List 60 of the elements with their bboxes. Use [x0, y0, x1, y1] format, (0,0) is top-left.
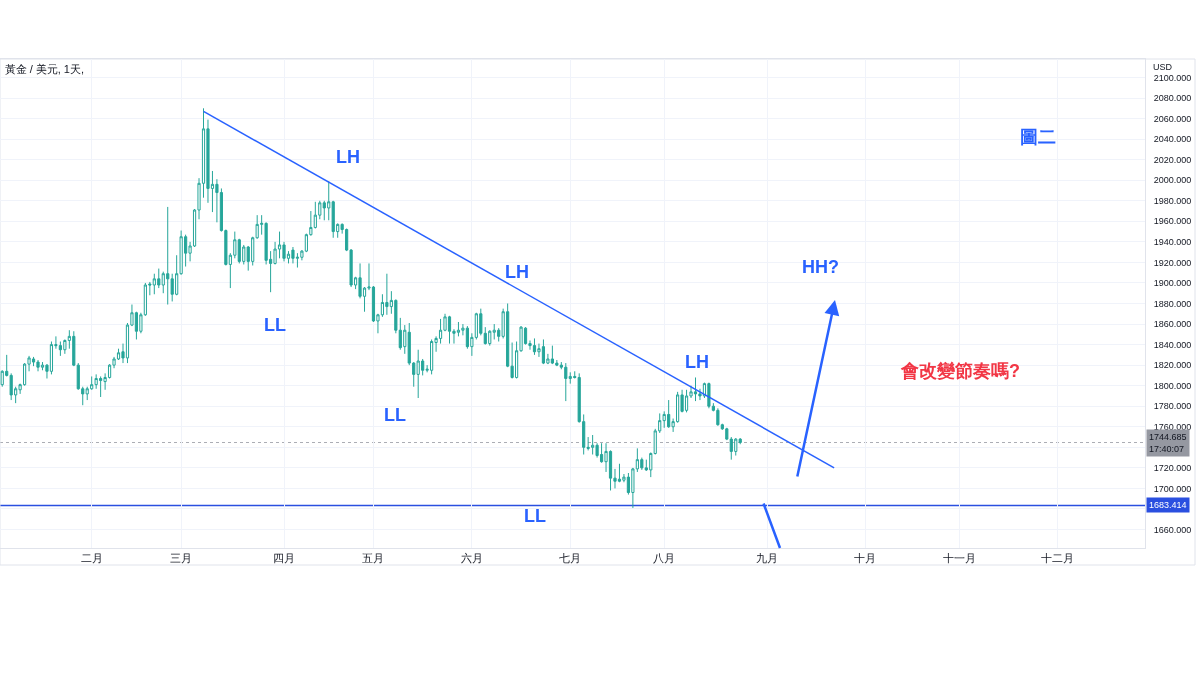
x-tick-label: 五月	[362, 552, 385, 565]
ref-line-label: 1744.685 17:40:07	[1149, 432, 1187, 454]
y-tick-label: 2020.000	[1153, 154, 1192, 165]
x-tick-label: 七月	[559, 552, 582, 565]
y-tick-label: 2000.000	[1153, 175, 1192, 186]
y-tick-label: 1820.000	[1153, 360, 1192, 371]
x-tick-label: 六月	[460, 552, 483, 565]
annotation: LH	[336, 147, 360, 167]
ref-line-label: 1683.414	[1149, 500, 1187, 510]
y-tick-label: 1660.000	[1153, 524, 1192, 535]
candlestick	[684, 389, 689, 413]
y-tick-label: 1700.000	[1153, 483, 1192, 494]
candlestick	[693, 376, 698, 402]
candlestick	[291, 246, 295, 264]
candlestick	[36, 359, 40, 372]
y-tick-label: 2100.000	[1153, 72, 1192, 83]
annotation: LL	[524, 506, 546, 526]
y-tick-label: 1760.000	[1153, 421, 1192, 432]
candlestick	[532, 337, 537, 356]
annotation: 圖二	[1020, 127, 1056, 147]
x-tick-label: 十二月	[1041, 552, 1075, 565]
candlestick	[707, 382, 711, 409]
annotation: LL	[264, 315, 286, 335]
y-tick-label: 2060.000	[1153, 113, 1192, 124]
y-tick-label: 1860.000	[1153, 319, 1192, 330]
candlestick	[564, 362, 568, 402]
candlestick	[447, 315, 452, 345]
candlestick	[166, 206, 170, 306]
y-tick-label: 1980.000	[1153, 195, 1192, 206]
y-tick-label: 2080.000	[1153, 93, 1192, 104]
x-tick-label: 二月	[80, 552, 103, 565]
y-tick-label: 1960.000	[1153, 216, 1192, 227]
x-tick-label: 四月	[273, 552, 296, 565]
candlestick	[716, 407, 720, 427]
y-tick-label: 1940.000	[1153, 237, 1192, 248]
candlestick	[541, 338, 546, 365]
x-tick-label: 十月	[854, 552, 877, 565]
candlestick	[734, 437, 738, 457]
y-tick-label: 1800.000	[1153, 380, 1192, 391]
y-tick-label: 1840.000	[1153, 339, 1192, 350]
y-tick-label: 1900.000	[1153, 278, 1192, 289]
y-tick-label: 2040.000	[1153, 134, 1192, 145]
x-tick-label: 十一月	[942, 552, 976, 565]
annotation: HH?	[802, 257, 839, 277]
x-tick-label: 九月	[756, 552, 779, 565]
annotation: LH	[505, 262, 529, 282]
annotation: LH	[685, 352, 709, 372]
x-tick-label: 八月	[653, 552, 676, 565]
y-tick-label: 1880.000	[1153, 298, 1192, 309]
annotation: LL	[384, 405, 406, 425]
annotation: 會改變節奏嗎?	[900, 361, 1020, 381]
y-tick-label: 1920.000	[1153, 257, 1192, 268]
y-tick-label: 1720.000	[1153, 463, 1192, 474]
candlestick	[416, 349, 420, 399]
chart-title: 黃金 / 美元, 1天,	[4, 62, 85, 75]
candlestick	[385, 273, 389, 316]
x-tick-label: 三月	[170, 552, 193, 565]
y-axis-title: USD	[1153, 62, 1173, 72]
candlestick	[31, 356, 36, 367]
y-tick-label: 1780.000	[1153, 401, 1192, 412]
